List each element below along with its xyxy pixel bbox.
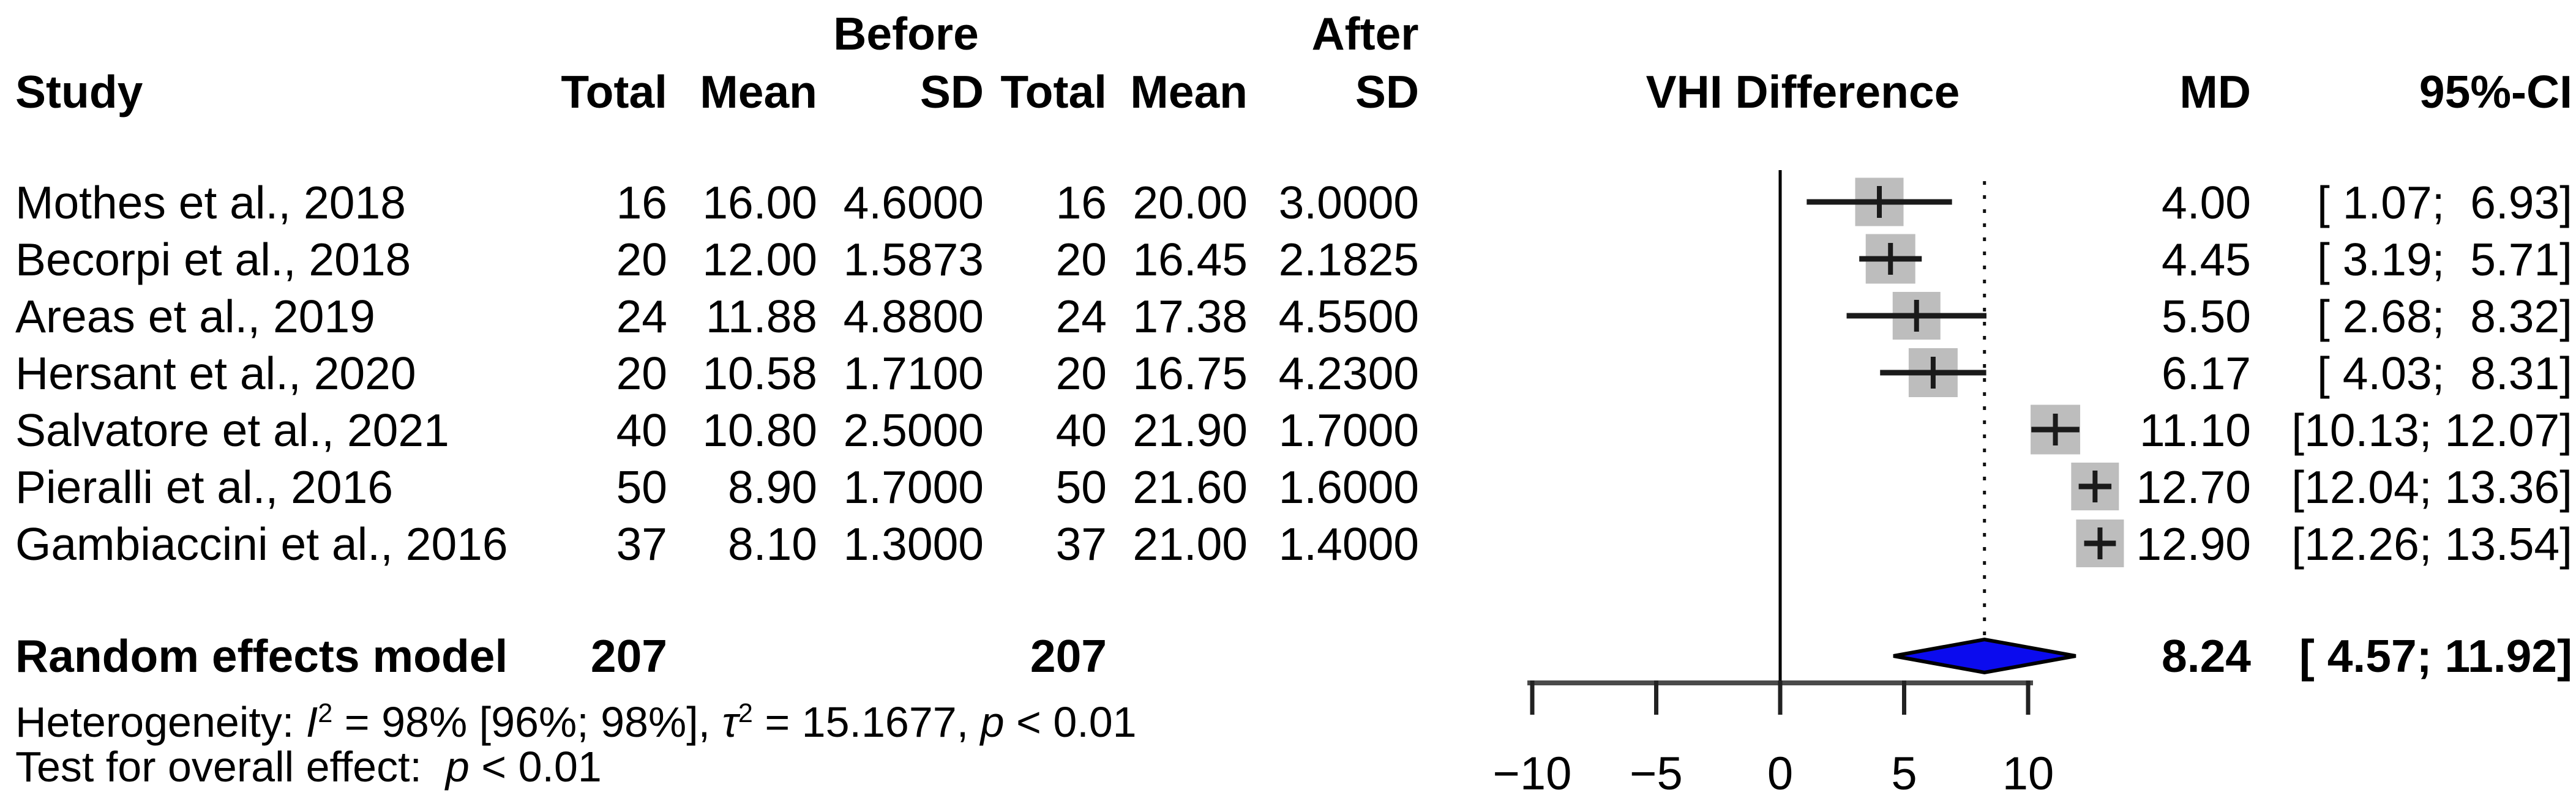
total-after-value: 40 bbox=[1055, 404, 1107, 456]
ci-value: [ 3.19; 5.71] bbox=[2317, 234, 2572, 285]
forest-point-marker bbox=[1930, 357, 1936, 389]
column-header-sd-before: SD bbox=[919, 66, 984, 117]
total-after-value: 50 bbox=[1055, 461, 1107, 513]
column-header-vhi-difference: VHI Difference bbox=[1646, 66, 1960, 117]
axis-tick-label: −10 bbox=[1493, 748, 1572, 800]
mean-after-value: 20.00 bbox=[1133, 177, 1248, 228]
total-after-value: 20 bbox=[1055, 348, 1107, 399]
sd-before-value: 1.7000 bbox=[843, 461, 984, 513]
study-label: Mothes et al., 2018 bbox=[15, 177, 406, 228]
column-group-before: Before bbox=[833, 8, 979, 59]
total-before-value: 16 bbox=[616, 177, 667, 228]
mean-before-value: 8.90 bbox=[728, 461, 817, 513]
study-label: Areas et al., 2019 bbox=[15, 291, 375, 342]
mean-after-value: 21.90 bbox=[1133, 404, 1248, 456]
summary-label: Random effects model bbox=[15, 630, 508, 682]
study-label: Becorpi et al., 2018 bbox=[15, 234, 411, 285]
sd-after-value: 4.2300 bbox=[1278, 348, 1419, 399]
sd-before-value: 1.3000 bbox=[843, 518, 984, 570]
total-after-value: 24 bbox=[1055, 291, 1107, 342]
summary-total-after: 207 bbox=[1030, 630, 1107, 682]
column-group-after: After bbox=[1311, 8, 1419, 59]
sd-after-value: 1.4000 bbox=[1278, 518, 1419, 570]
forest-point-marker bbox=[2053, 414, 2058, 445]
column-header-md: MD bbox=[2179, 66, 2251, 117]
total-after-value: 16 bbox=[1055, 177, 1107, 228]
sd-before-value: 1.5873 bbox=[843, 234, 984, 285]
overall-effect-note: Test for overall effect: p < 0.01 bbox=[15, 743, 602, 791]
md-value: 5.50 bbox=[2162, 291, 2251, 342]
column-header-sd-after: SD bbox=[1355, 66, 1419, 117]
mean-after-value: 16.75 bbox=[1133, 348, 1248, 399]
total-before-value: 50 bbox=[616, 461, 667, 513]
mean-before-value: 11.88 bbox=[705, 291, 817, 342]
md-value: 4.45 bbox=[2162, 234, 2251, 285]
mean-before-value: 10.58 bbox=[702, 348, 817, 399]
md-value: 4.00 bbox=[2162, 177, 2251, 228]
forest-point-marker bbox=[1877, 186, 1882, 218]
column-header-mean-before: Mean bbox=[700, 66, 817, 117]
forest-summary-diamond bbox=[1893, 637, 2076, 675]
mean-before-value: 16.00 bbox=[702, 177, 817, 228]
sd-after-value: 1.7000 bbox=[1278, 404, 1419, 456]
forest-point-marker bbox=[2097, 527, 2103, 559]
total-before-value: 24 bbox=[616, 291, 667, 342]
mean-before-value: 8.10 bbox=[728, 518, 817, 570]
axis-tick-label: 5 bbox=[1891, 748, 1917, 800]
sd-before-value: 4.6000 bbox=[843, 177, 984, 228]
forest-point-marker bbox=[1888, 243, 1893, 275]
summary-ci-value: [ 4.57; 11.92] bbox=[2299, 630, 2572, 682]
summary-total-before: 207 bbox=[590, 630, 667, 682]
study-label: Salvatore et al., 2021 bbox=[15, 404, 449, 456]
total-before-value: 40 bbox=[616, 404, 667, 456]
total-before-value: 20 bbox=[616, 348, 667, 399]
mean-after-value: 17.38 bbox=[1133, 291, 1248, 342]
total-after-value: 20 bbox=[1055, 234, 1107, 285]
ci-value: [ 1.07; 6.93] bbox=[2317, 177, 2572, 228]
sd-after-value: 2.1825 bbox=[1278, 234, 1419, 285]
sd-after-value: 3.0000 bbox=[1278, 177, 1419, 228]
heterogeneity-note: Heterogeneity: I2 = 98% [96%; 98%], τ2 =… bbox=[15, 698, 1137, 746]
axis-tick-label: −5 bbox=[1630, 748, 1683, 800]
md-value: 6.17 bbox=[2162, 348, 2251, 399]
md-value: 12.70 bbox=[2136, 461, 2251, 513]
sd-after-value: 1.6000 bbox=[1278, 461, 1419, 513]
mean-after-value: 16.45 bbox=[1133, 234, 1248, 285]
column-header-mean-after: Mean bbox=[1130, 66, 1248, 117]
total-after-value: 37 bbox=[1055, 518, 1107, 570]
study-label: Gambiaccini et al., 2016 bbox=[15, 518, 508, 570]
axis-tick-label: 10 bbox=[2002, 748, 2054, 800]
sd-before-value: 2.5000 bbox=[843, 404, 984, 456]
summary-md-value: 8.24 bbox=[2162, 630, 2251, 682]
ci-value: [12.26; 13.54] bbox=[2291, 518, 2572, 570]
column-header-total-before: Total bbox=[561, 66, 667, 117]
study-label: Pieralli et al., 2016 bbox=[15, 461, 394, 513]
ci-value: [10.13; 12.07] bbox=[2291, 404, 2572, 456]
column-header-study: Study bbox=[15, 66, 143, 117]
total-before-value: 37 bbox=[616, 518, 667, 570]
total-before-value: 20 bbox=[616, 234, 667, 285]
study-label: Hersant et al., 2020 bbox=[15, 348, 416, 399]
md-value: 12.90 bbox=[2136, 518, 2251, 570]
ci-value: [ 2.68; 8.32] bbox=[2317, 291, 2572, 342]
ci-value: [12.04; 13.36] bbox=[2291, 461, 2572, 513]
md-value: 11.10 bbox=[2139, 404, 2251, 456]
mean-after-value: 21.60 bbox=[1133, 461, 1248, 513]
axis-tick-label: 0 bbox=[1767, 748, 1793, 800]
forest-point-marker bbox=[2092, 471, 2098, 502]
mean-before-value: 10.80 bbox=[702, 404, 817, 456]
ci-value: [ 4.03; 8.31] bbox=[2317, 348, 2572, 399]
column-header-total-after: Total bbox=[1000, 66, 1107, 117]
mean-before-value: 12.00 bbox=[702, 234, 817, 285]
mean-after-value: 21.00 bbox=[1133, 518, 1248, 570]
sd-before-value: 4.8800 bbox=[843, 291, 984, 342]
column-header-ci: 95%-CI bbox=[2419, 66, 2572, 117]
sd-before-value: 1.7100 bbox=[843, 348, 984, 399]
sd-after-value: 4.5500 bbox=[1278, 291, 1419, 342]
forest-point-marker bbox=[1914, 300, 1919, 332]
